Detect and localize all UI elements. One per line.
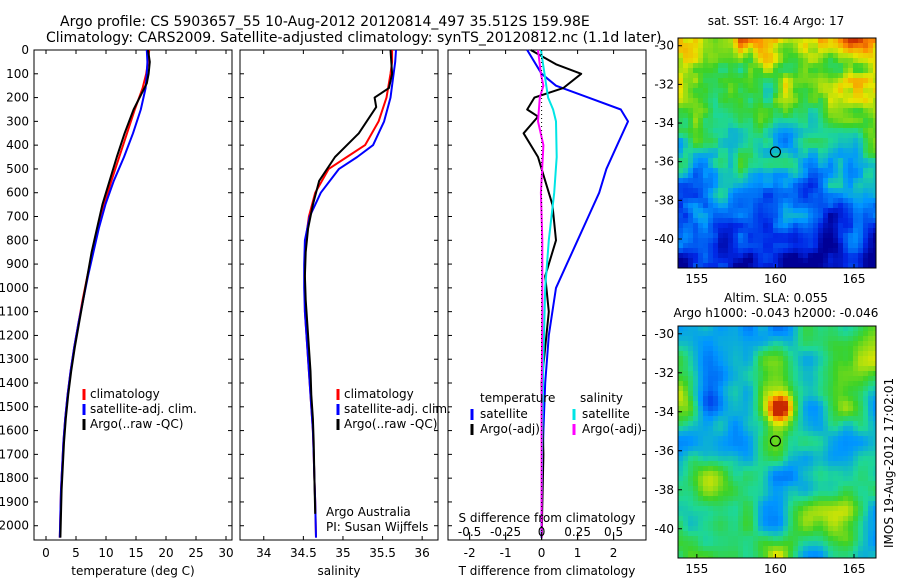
map-y-tick-label: -38 [654, 483, 674, 497]
y-tick-label: 1500 [0, 400, 29, 414]
y-tick-label: 1600 [0, 424, 29, 438]
legend-label: satellite [480, 407, 528, 421]
s-axis-tick-label: 0 [538, 525, 546, 539]
x-axis-label-temperature: temperature (deg C) [71, 564, 194, 578]
y-tick-label: 1800 [0, 471, 29, 485]
y-tick-label: 1700 [0, 447, 29, 461]
legend-label: Argo(-adj) [480, 422, 540, 436]
map-sla_map [678, 326, 877, 559]
map-x-tick-label: 155 [685, 562, 708, 576]
y-tick-label: 2000 [0, 519, 29, 533]
y-tick-label: 500 [6, 162, 29, 176]
x-tick-label-salinity: 34 [256, 546, 271, 560]
y-tick-label: 1900 [0, 495, 29, 509]
legend-label: satellite [582, 407, 630, 421]
y-tick-label: 1300 [0, 352, 29, 366]
map-frame-sst_map [677, 37, 877, 269]
series-line-temperature [59, 49, 151, 538]
sla-map-subtitle: Argo h1000: -0.043 h2000: -0.046 [674, 306, 879, 320]
legend-label: Argo(-adj) [582, 422, 642, 436]
x-tick-label-salinity: 36 [415, 546, 430, 560]
credit-org: Argo Australia [326, 505, 411, 519]
y-tick-label: 1100 [0, 305, 29, 319]
legend-header: salinity [580, 391, 623, 405]
map-y-tick-label: -38 [654, 193, 674, 207]
legend-label: climatology [90, 387, 160, 401]
y-tick-label: 800 [6, 233, 29, 247]
s-axis-tick-label: 0.25 [564, 525, 591, 539]
x-tick-label-difference: 2 [610, 546, 618, 560]
x-tick-label-temperature: 10 [98, 546, 113, 560]
credit-pi: PI: Susan Wijffels [326, 520, 428, 534]
legend-label: Argo(..raw -QC) [90, 417, 183, 431]
map-frame-sla_map [677, 325, 877, 559]
map-y-tick-label: -30 [654, 327, 674, 341]
map-y-tick-label: -34 [654, 405, 674, 419]
s-axis-tick-label: 0.5 [604, 525, 623, 539]
y-tick-label: 1000 [0, 281, 29, 295]
x-tick-label-difference: 1 [574, 546, 582, 560]
series-line-salinity [303, 49, 394, 514]
map-y-tick-label: -30 [654, 39, 674, 53]
map-y-tick-label: -32 [654, 366, 674, 380]
series-line-difference [537, 49, 545, 538]
map-x-tick-label: 165 [843, 562, 866, 576]
x-tick-label-salinity: 35 [335, 546, 350, 560]
legend-label: satellite-adj. clim. [90, 402, 197, 416]
legend-label: climatology [344, 387, 414, 401]
argo-float-marker [769, 146, 782, 158]
x-tick-label-temperature: 15 [128, 546, 143, 560]
x-tick-label-temperature: 5 [72, 546, 80, 560]
x-tick-label-difference: -1 [500, 546, 512, 560]
map-x-tick-label: 160 [764, 272, 787, 286]
x-tick-label-difference: -2 [464, 546, 476, 560]
map-x-tick-label: 155 [685, 272, 708, 286]
imos-watermark: IMOS 19-Aug-2012 17:02:01 [882, 378, 896, 548]
x-tick-label-temperature: 20 [158, 546, 173, 560]
series-line-difference [526, 49, 629, 538]
map-y-tick-label: -36 [654, 444, 674, 458]
argo-float-marker [769, 435, 782, 447]
y-tick-label: 600 [6, 186, 29, 200]
x-tick-label-salinity: 34.5 [290, 546, 317, 560]
sla-map-title: Altim. SLA: 0.055 [724, 291, 828, 305]
x-tick-label-salinity: 35.5 [369, 546, 396, 560]
map-y-tick-label: -34 [654, 116, 674, 130]
y-tick-label: 700 [6, 210, 29, 224]
x-tick-label-temperature: 0 [42, 546, 50, 560]
map-y-tick-label: -40 [654, 522, 674, 536]
legend-label: satellite-adj. clim. [344, 402, 451, 416]
map-y-tick-label: -36 [654, 155, 674, 169]
s-axis-label: S difference from climatology [459, 511, 636, 525]
y-tick-label: 1200 [0, 328, 29, 342]
figure-subtitle: Climatology: CARS2009. Satellite-adjuste… [46, 30, 662, 46]
x-axis-label-salinity: salinity [317, 564, 360, 578]
map-sst_map [678, 38, 877, 269]
map-x-tick-label: 165 [843, 272, 866, 286]
legend-label: Argo(..raw -QC) [344, 417, 437, 431]
series-line-difference [522, 49, 583, 538]
s-axis-tick-label: -0.25 [490, 525, 521, 539]
sst-map-title: sat. SST: 16.4 Argo: 17 [708, 14, 845, 28]
s-axis-tick-label: -0.5 [458, 525, 481, 539]
legend-header: temperature [480, 391, 555, 405]
x-tick-label-temperature: 30 [218, 546, 233, 560]
x-tick-label-temperature: 25 [188, 546, 203, 560]
plot-frame-salinity [239, 49, 439, 541]
y-tick-label: 200 [6, 91, 29, 105]
y-tick-label: 100 [6, 67, 29, 81]
figure-title: Argo profile: CS 5903657_55 10-Aug-2012 … [60, 14, 590, 30]
y-tick-label: 900 [6, 257, 29, 271]
map-x-tick-label: 160 [764, 562, 787, 576]
map-y-tick-label: -40 [654, 232, 674, 246]
y-tick-label: 300 [6, 114, 29, 128]
x-axis-label-difference: T difference from climatology [458, 564, 636, 578]
y-tick-label: 400 [6, 138, 29, 152]
map-y-tick-label: -32 [654, 77, 674, 91]
x-tick-label-difference: 0 [538, 546, 546, 560]
y-tick-label: 1400 [0, 376, 29, 390]
y-tick-label: 0 [21, 43, 29, 57]
